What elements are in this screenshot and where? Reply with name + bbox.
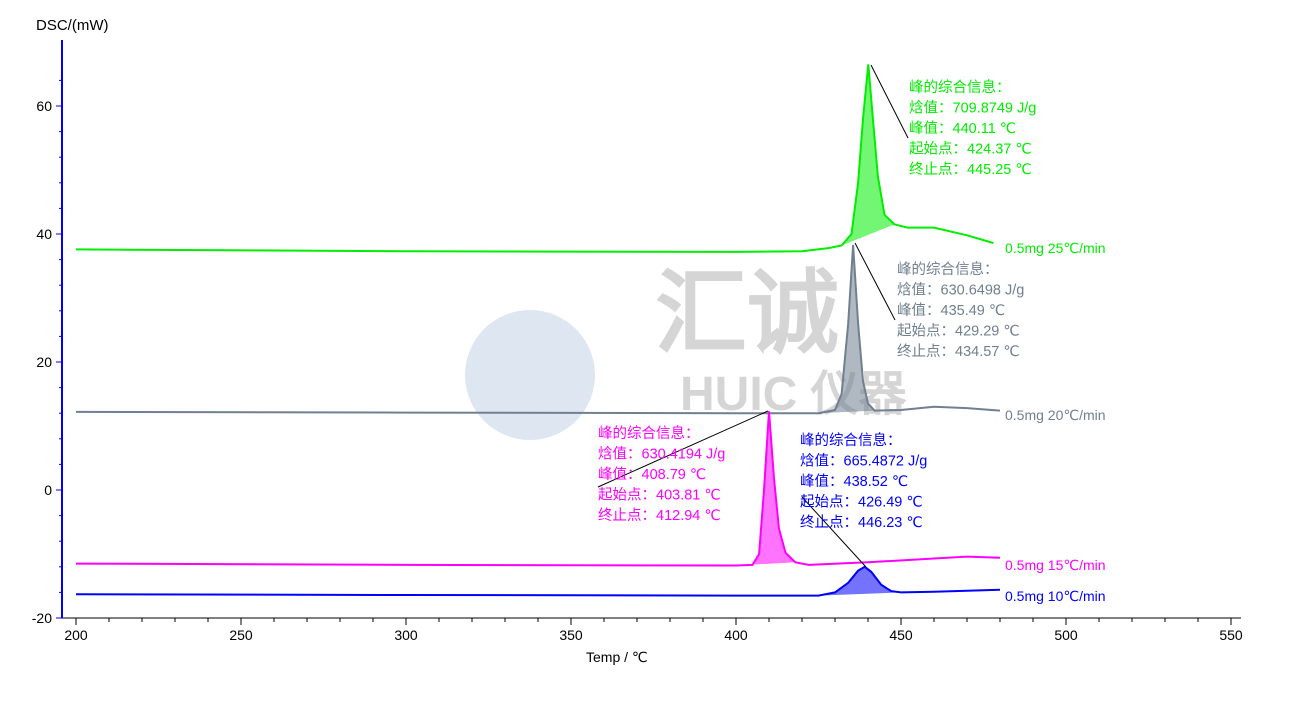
peak-annotation-text: 焓值：630.6498 J/g — [897, 282, 1024, 299]
peak-annotation-text: 终止点：445.25 ℃ — [909, 161, 1032, 178]
y-axis-label: DSC/(mW) — [36, 17, 108, 34]
axes: 200 250 300 350 400 450 500 550 -20 0 20 40 60 — [32, 40, 1243, 643]
annotation-leader — [801, 496, 867, 568]
peak-annotation-text: 峰值：408.79 ℃ — [598, 466, 706, 483]
annotation-leader — [854, 242, 896, 321]
watermark-subtext: HUIC 仪器 — [680, 368, 908, 421]
x-tick-label: 250 — [229, 627, 253, 643]
peak-annotations: 峰的综合信息： 焓值：709.8749 J/g 峰值：440.11 ℃ 起始点：424… — [597, 64, 1036, 568]
peak-annotation-text: 焓值：665.4872 J/g — [800, 453, 927, 470]
x-tick-label: 300 — [394, 627, 418, 643]
annotation-leader — [597, 410, 769, 488]
peak-fill — [818, 566, 901, 596]
y-tick-label: -20 — [32, 610, 52, 626]
series-line — [75, 64, 994, 253]
peak-fill — [818, 244, 875, 414]
peak-annotation-text: 起始点：424.37 ℃ — [909, 141, 1032, 158]
x-tick-label: 550 — [1219, 627, 1243, 643]
peak-annotation-text: 起始点：429.29 ℃ — [897, 323, 1020, 340]
series-line — [75, 411, 1001, 567]
peak-annotation-text: 终止点：434.57 ℃ — [897, 343, 1020, 360]
peak-annotation-text: 峰值：435.49 ℃ — [897, 302, 1005, 319]
peak-fill — [841, 64, 895, 246]
watermark-globe — [465, 310, 595, 440]
series-label: 0.5mg 10℃/min — [1005, 588, 1106, 604]
series-lines: 0.5mg 25℃/min 0.5mg 20℃/min 0.5mg 15℃/min 0… — [75, 64, 1106, 604]
y-tick-label: 40 — [36, 226, 52, 242]
y-tick-label: 0 — [44, 482, 52, 498]
peak-annotation-text: 峰的综合信息： — [897, 261, 999, 278]
x-tick-label: 200 — [64, 627, 88, 643]
series-line — [75, 244, 1001, 415]
x-tick-label: 500 — [1054, 627, 1078, 643]
peak-annotation-text: 峰的综合信息： — [598, 425, 700, 442]
x-tick-label: 400 — [724, 627, 748, 643]
series-line — [75, 565, 1001, 597]
peak-annotation-text: 终止点：412.94 ℃ — [598, 507, 721, 524]
peak-fill — [736, 411, 796, 566]
peak-annotation-text: 峰的综合信息： — [909, 79, 1011, 96]
x-tick-label: 350 — [559, 627, 583, 643]
series-label: 0.5mg 15℃/min — [1005, 557, 1106, 573]
peak-annotation-text: 终止点：446.23 ℃ — [800, 514, 923, 531]
peak-annotation-text: 峰的综合信息： — [800, 432, 902, 449]
peak-annotation-text: 焓值：709.8749 J/g — [909, 100, 1036, 117]
x-tick-label: 450 — [889, 627, 913, 643]
peak-annotation-text: 峰值：438.52 ℃ — [800, 473, 908, 490]
peak-annotation-text: 焓值：630.4194 J/g — [598, 446, 725, 463]
y-tick-label: 20 — [36, 354, 52, 370]
annotation-leader — [870, 64, 909, 139]
series-label: 0.5mg 25℃/min — [1005, 240, 1106, 256]
peak-annotation-text: 峰值：440.11 ℃ — [909, 120, 1016, 137]
x-axis-label: Temp / ℃ — [586, 649, 648, 665]
huic-watermark-logo: 汇诚 HUIC 仪器 — [465, 263, 908, 440]
series-label: 0.5mg 20℃/min — [1005, 407, 1106, 423]
watermark-text: 汇诚 — [655, 263, 839, 365]
y-tick-label: 60 — [36, 98, 52, 114]
peak-annotation-text: 起始点：403.81 ℃ — [598, 487, 721, 504]
peak-annotation-text: 起始点：426.49 ℃ — [800, 494, 923, 511]
